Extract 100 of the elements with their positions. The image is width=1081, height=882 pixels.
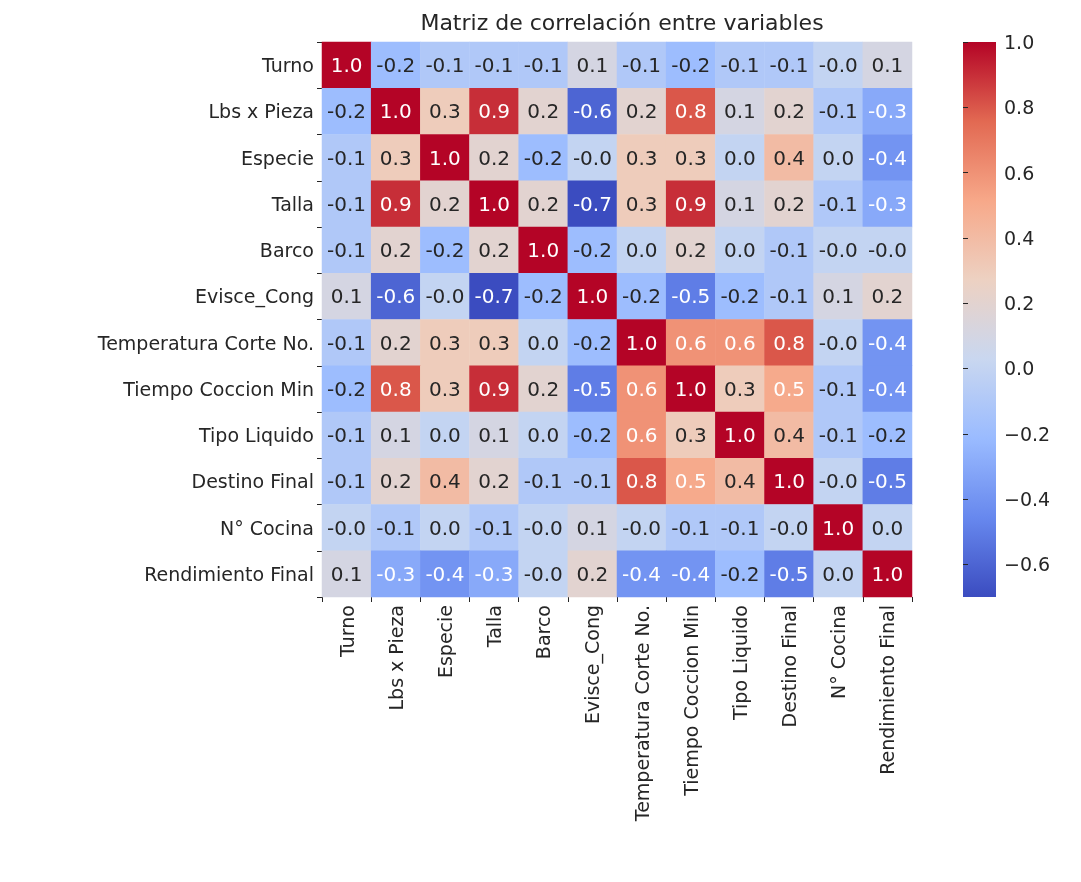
data-label: 0.1 — [724, 99, 756, 124]
data-label: -0.1 — [523, 53, 563, 78]
data-label: 0.6 — [625, 376, 658, 401]
data-label: -0.1 — [818, 99, 858, 124]
y-tick-label: Talla — [270, 192, 314, 215]
data-label: 0.0 — [429, 515, 461, 540]
data-label: 0.4 — [773, 145, 805, 170]
y-tick-label: Turno — [261, 54, 314, 77]
data-label: -0.1 — [425, 53, 465, 78]
data-label: 1.0 — [429, 145, 461, 170]
data-label: 0.1 — [379, 423, 412, 448]
data-label: -0.1 — [327, 330, 367, 355]
color-bar-label: 0.8 — [1004, 96, 1035, 119]
data-label: 0.5 — [674, 469, 707, 494]
data-label: 0.2 — [773, 191, 805, 216]
data-label: 0.0 — [527, 330, 560, 355]
data-label: 1.0 — [478, 191, 510, 216]
data-label: 0.2 — [674, 238, 707, 263]
data-label: 0.3 — [674, 423, 707, 448]
data-label: 0.2 — [478, 238, 510, 263]
data-label: -0.1 — [572, 469, 612, 494]
data-label: -0.2 — [671, 53, 711, 78]
data-label: -0.4 — [867, 376, 907, 401]
data-label: 0.4 — [429, 469, 461, 494]
data-label: -0.0 — [425, 284, 465, 309]
data-label: -0.1 — [523, 469, 563, 494]
data-label: -0.3 — [474, 561, 514, 586]
data-label: 0.3 — [429, 330, 461, 355]
data-label: -0.2 — [622, 284, 662, 309]
data-label: -0.0 — [622, 515, 662, 540]
data-label: 1.0 — [330, 53, 363, 78]
data-label: -0.1 — [327, 191, 367, 216]
data-label: -0.1 — [474, 53, 514, 78]
data-label: 0.2 — [527, 191, 560, 216]
data-label: 0.6 — [674, 330, 707, 355]
data-label: -0.2 — [572, 238, 612, 263]
data-label: -0.4 — [425, 561, 465, 586]
color-bar-label: −0.2 — [1004, 422, 1051, 445]
y-tick-label: Barco — [259, 239, 314, 262]
data-label: 0.1 — [576, 515, 609, 540]
data-label: 1.0 — [527, 238, 560, 263]
data-label: -0.5 — [572, 376, 612, 401]
y-tick-label: Destino Final — [191, 470, 314, 493]
data-label: 0.1 — [576, 53, 609, 78]
chart-title: Matriz de correlación entre variables — [420, 9, 824, 35]
data-label: 1.0 — [773, 469, 805, 494]
data-label: 0.2 — [478, 469, 510, 494]
data-label: 0.5 — [773, 376, 805, 401]
data-label: 0.0 — [724, 145, 756, 170]
data-label: -0.2 — [523, 284, 563, 309]
color-bar-label: 1.0 — [1004, 31, 1035, 53]
data-label: 0.2 — [429, 191, 461, 216]
x-tick-label: Talla — [483, 605, 506, 649]
color-bar-label: 0.2 — [1004, 292, 1035, 315]
x-tick-label: Tipo Liquido — [728, 605, 751, 721]
data-label: -0.2 — [572, 423, 612, 448]
x-tick-label: Evisce_Cong — [581, 605, 605, 725]
data-label: 0.0 — [625, 238, 658, 263]
y-tick-label: Tiempo Coccion Min — [122, 377, 314, 400]
data-label: -0.0 — [818, 469, 858, 494]
data-label: 0.3 — [429, 99, 461, 124]
data-label: -0.1 — [474, 515, 514, 540]
data-label: 1.0 — [724, 423, 756, 448]
data-label: 0.4 — [773, 423, 805, 448]
data-label: -0.1 — [769, 53, 809, 78]
data-label: -0.0 — [867, 238, 907, 263]
data-label: -0.0 — [523, 515, 563, 540]
data-label: -0.6 — [572, 99, 612, 124]
data-label: 1.0 — [576, 284, 609, 309]
data-label: -0.5 — [769, 561, 809, 586]
data-label: 0.0 — [724, 238, 756, 263]
data-label: 0.3 — [478, 330, 510, 355]
data-label: 0.1 — [330, 561, 363, 586]
data-label: -0.2 — [327, 376, 367, 401]
data-label: -0.1 — [818, 376, 858, 401]
color-bar-label: −0.4 — [1004, 488, 1051, 511]
data-label: -0.2 — [425, 238, 465, 263]
x-tick-label: Tiempo Coccion Min — [679, 605, 702, 797]
data-label: 0.0 — [822, 561, 855, 586]
color-bar-label: 0.6 — [1004, 161, 1035, 184]
data-label: -0.1 — [622, 53, 662, 78]
data-label: 0.0 — [871, 515, 904, 540]
x-tick-label: Lbs x Pieza — [384, 605, 407, 711]
data-label: -0.4 — [671, 561, 711, 586]
data-label: 0.8 — [625, 469, 658, 494]
data-label: 1.0 — [822, 515, 855, 540]
data-label: -0.4 — [867, 330, 907, 355]
data-label: 0.0 — [429, 423, 461, 448]
data-label: 0.3 — [724, 376, 756, 401]
data-label: -0.2 — [376, 53, 416, 78]
data-label: 0.2 — [625, 99, 658, 124]
color-bar-label: 0.4 — [1004, 226, 1035, 249]
data-label: -0.2 — [572, 330, 612, 355]
data-label: 0.8 — [379, 376, 412, 401]
data-label: -0.0 — [818, 330, 858, 355]
data-label: -0.4 — [867, 145, 907, 170]
data-label: -0.7 — [474, 284, 514, 309]
data-label: 0.2 — [773, 99, 805, 124]
x-tick-label: N° Cocina — [827, 605, 850, 700]
data-label: 0.0 — [822, 145, 855, 170]
